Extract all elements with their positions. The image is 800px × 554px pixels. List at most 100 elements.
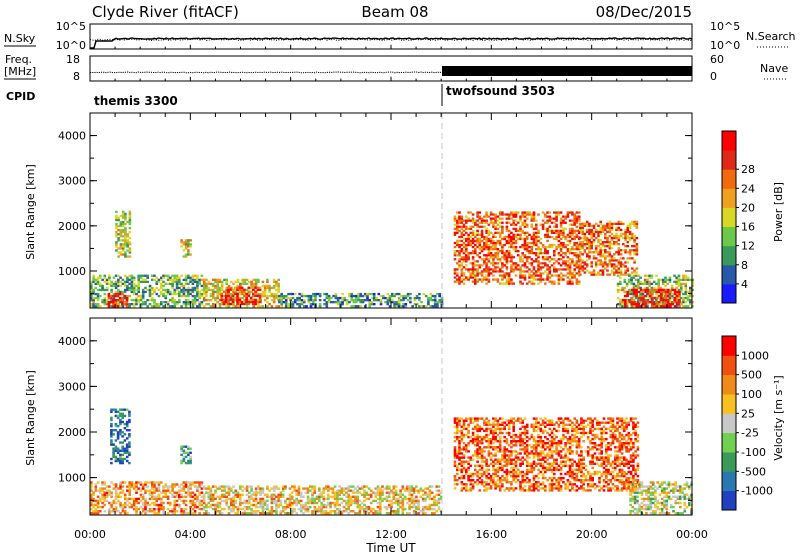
range-time-cell — [99, 276, 102, 279]
range-time-cell — [151, 292, 154, 296]
range-time-cell — [546, 278, 549, 281]
range-time-cell — [510, 254, 513, 257]
range-time-cell — [604, 228, 607, 232]
range-time-cell — [297, 485, 301, 488]
range-time-cell — [492, 417, 495, 420]
range-time-cell — [573, 213, 576, 216]
range-time-cell — [288, 505, 292, 509]
range-time-cell — [121, 420, 124, 424]
range-time-cell — [305, 294, 308, 298]
range-time-cell — [588, 255, 591, 258]
range-time-cell — [279, 512, 283, 515]
range-time-cell — [669, 303, 672, 306]
range-time-cell — [182, 512, 186, 515]
range-time-cell — [635, 251, 639, 254]
range-time-cell — [169, 292, 172, 296]
range-time-cell — [125, 303, 129, 306]
range-time-cell — [266, 284, 269, 288]
range-time-cell — [637, 301, 640, 304]
range-time-cell — [144, 485, 147, 488]
range-time-cell — [476, 270, 479, 273]
range-time-cell — [164, 274, 168, 277]
range-time-cell — [492, 462, 495, 465]
range-time-cell — [467, 468, 470, 472]
range-time-cell — [619, 280, 622, 283]
range-time-cell — [189, 280, 192, 283]
range-time-cell — [112, 510, 116, 513]
range-time-cell — [224, 292, 228, 295]
range-time-cell — [541, 256, 545, 259]
range-time-cell — [275, 294, 278, 298]
range-time-cell — [125, 437, 129, 440]
range-time-cell — [225, 503, 228, 507]
range-time-cell — [347, 485, 350, 488]
range-time-cell — [238, 298, 242, 301]
range-time-cell — [568, 241, 572, 245]
range-time-cell — [173, 483, 177, 486]
range-time-cell — [666, 282, 669, 285]
range-time-cell — [575, 235, 579, 239]
range-time-cell — [121, 459, 124, 463]
range-time-cell — [218, 495, 222, 498]
range-time-cell — [467, 417, 470, 420]
range-time-cell — [677, 280, 681, 283]
range-time-cell — [327, 495, 330, 498]
range-time-cell — [130, 483, 134, 486]
range-time-cell — [169, 276, 172, 279]
range-time-cell — [128, 241, 132, 244]
range-time-cell — [659, 278, 663, 281]
range-time-cell — [532, 215, 536, 218]
range-time-cell — [564, 237, 567, 241]
range-time-cell — [510, 237, 513, 241]
range-time-cell — [498, 235, 502, 239]
range-time-cell — [160, 505, 163, 509]
range-time-cell — [249, 290, 253, 293]
range-time-cell — [388, 487, 391, 490]
range-time-cell — [460, 460, 464, 463]
range-time-cell — [489, 481, 493, 484]
range-time-cell — [372, 294, 376, 298]
range-time-cell — [175, 274, 179, 277]
range-time-cell — [433, 296, 437, 300]
range-time-cell — [254, 286, 257, 289]
range-time-cell — [275, 487, 278, 490]
range-time-cell — [535, 223, 538, 226]
range-time-cell — [345, 507, 348, 511]
range-time-cell — [568, 280, 572, 283]
range-time-cell — [489, 241, 493, 245]
range-time-cell — [175, 286, 179, 290]
range-time-cell — [617, 259, 621, 262]
range-time-cell — [180, 483, 183, 486]
range-time-cell — [478, 417, 482, 420]
range-time-cell — [652, 301, 656, 304]
range-time-cell — [300, 292, 304, 296]
range-time-cell — [571, 219, 574, 222]
range-time-cell — [530, 264, 534, 267]
range-time-cell — [325, 305, 329, 308]
range-time-cell — [492, 464, 495, 467]
range-time-cell — [347, 503, 350, 507]
range-time-cell — [189, 481, 192, 484]
range-time-cell — [478, 217, 482, 220]
range-time-cell — [548, 268, 552, 271]
range-time-cell — [523, 264, 527, 267]
range-time-cell — [218, 305, 222, 308]
range-time-cell — [639, 301, 642, 304]
range-time-cell — [606, 226, 609, 230]
range-time-cell — [160, 301, 163, 304]
range-time-cell — [309, 505, 312, 509]
range-time-cell — [535, 235, 538, 239]
range-time-cell — [189, 292, 192, 296]
range-time-cell — [187, 447, 190, 450]
range-time-cell — [555, 268, 558, 271]
range-time-cell — [537, 235, 540, 239]
range-time-cell — [125, 420, 129, 424]
range-time-cell — [259, 512, 262, 515]
range-time-cell — [460, 417, 464, 420]
range-time-cell — [238, 288, 242, 291]
range-time-cell — [424, 491, 427, 494]
range-time-cell — [191, 507, 195, 511]
range-time-cell — [624, 305, 627, 308]
range-time-cell — [546, 221, 549, 224]
range-time-cell — [110, 493, 113, 496]
